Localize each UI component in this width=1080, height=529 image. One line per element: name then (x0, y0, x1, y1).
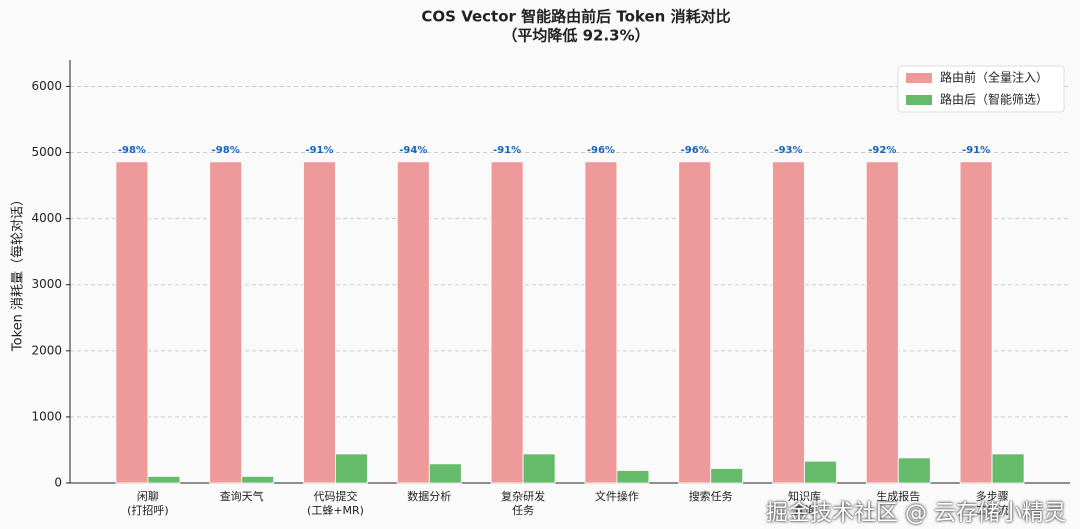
chart-subtitle: （平均降低 92.3%） (502, 27, 649, 45)
bar (897, 457, 931, 484)
legend-label: 路由前（全量注入） (940, 70, 1048, 85)
legend-label: 路由后（智能筛选） (940, 92, 1048, 107)
y-tick-label: 4000 (31, 211, 62, 225)
x-tick-label: 搜索任务 (688, 490, 733, 503)
bar (303, 161, 336, 484)
reduction-label: -92% (868, 145, 896, 156)
y-tick-label: 2000 (31, 343, 62, 357)
bar (335, 453, 368, 484)
bar (772, 161, 805, 484)
legend-swatch (906, 95, 932, 105)
bar (490, 161, 524, 484)
reduction-label: -91% (493, 145, 521, 156)
bar (428, 463, 462, 484)
watermark: 掘金技术社区 @ 云存储小精灵 (766, 501, 1066, 526)
reduction-label: -91% (962, 145, 990, 156)
reduction-label: -96% (681, 145, 709, 156)
reduction-label: -93% (774, 145, 802, 156)
bar (147, 475, 181, 484)
bar (584, 161, 618, 484)
y-tick-label: 5000 (31, 145, 62, 159)
y-tick-label: 0 (54, 476, 62, 490)
x-tick-label: 知识库 查询 (788, 490, 821, 517)
x-tick-label: 多步骤 工作流 (975, 490, 1009, 517)
bar (241, 475, 275, 484)
chart-title: COS Vector 智能路由前后 Token 消耗对比 (421, 8, 730, 26)
x-tick-label: 文件操作 (594, 490, 639, 503)
reduction-label: -96% (587, 145, 615, 156)
bar (710, 468, 744, 484)
bar (115, 161, 149, 484)
legend-swatch (906, 73, 932, 83)
y-axis-label: Token 消耗量（每轮对话） (10, 193, 26, 352)
reduction-label: -91% (305, 145, 333, 156)
bar (616, 470, 650, 484)
x-tick-label: 代码提交 (工蜂+MR) (307, 490, 364, 517)
x-tick-label: 闲聊 (打招呼) (127, 490, 169, 517)
x-tick-label: 查询天气 (219, 490, 264, 503)
bar (991, 453, 1025, 484)
reduction-label: -94% (399, 145, 427, 156)
legend-box (897, 65, 1065, 113)
y-tick-label: 1000 (31, 409, 62, 423)
bar (959, 161, 993, 484)
x-tick-label: 生成报告 (876, 490, 921, 503)
bar (804, 460, 837, 484)
bar (678, 161, 712, 484)
x-tick-label: 复杂研发 任务 (501, 490, 546, 517)
bar (865, 161, 899, 484)
reduction-label: -98% (118, 145, 146, 156)
y-tick-label: 3000 (31, 277, 62, 291)
x-tick-label: 数据分析 (407, 490, 452, 503)
reduction-label: -98% (212, 145, 240, 156)
bar (396, 161, 430, 484)
bar (522, 453, 556, 484)
y-tick-label: 6000 (31, 79, 62, 93)
bar (209, 161, 243, 484)
